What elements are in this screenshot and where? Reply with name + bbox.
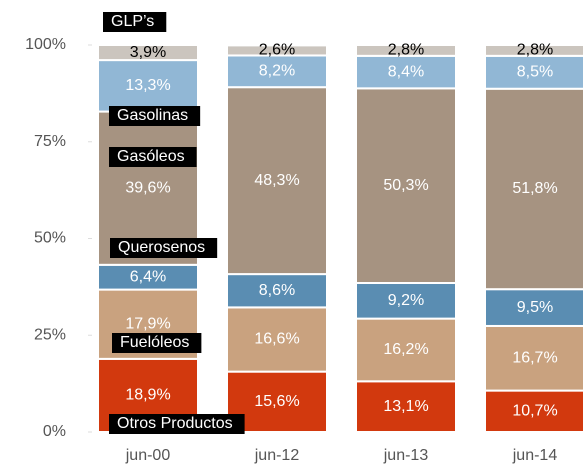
value-label: 8,2% [259, 63, 295, 80]
value-label: 51,8% [512, 180, 557, 197]
value-label: 15,6% [254, 393, 299, 410]
legend-label: GLP’s [111, 13, 154, 30]
value-label: 13,3% [125, 77, 170, 94]
series-name-box [109, 106, 201, 126]
value-label: 16,7% [512, 349, 557, 366]
y-tick-label: 75% [34, 133, 66, 150]
value-label: 3,9% [130, 44, 166, 61]
x-tick-label: jun-00 [125, 447, 171, 464]
value-label: 18,9% [125, 387, 170, 404]
series-name-box [109, 414, 245, 434]
bar-segment [226, 273, 328, 309]
legend-label: Gasóleos [117, 148, 185, 165]
value-label: 16,6% [254, 331, 299, 348]
bar-segment [226, 44, 328, 57]
bar-segment [97, 44, 199, 62]
bar-segment [355, 282, 457, 320]
value-label: 9,2% [388, 292, 424, 309]
bar-segment [484, 324, 583, 392]
value-label: 9,5% [517, 299, 553, 316]
x-tick-label: jun-12 [254, 447, 300, 464]
value-label: 50,3% [383, 177, 428, 194]
bar-segment [355, 87, 457, 285]
value-label: 48,3% [254, 172, 299, 189]
y-tick-label: 25% [34, 326, 66, 343]
bar-segment [226, 54, 328, 89]
value-label: 8,5% [517, 64, 553, 81]
legend-label: Fuelóleos [120, 334, 189, 351]
series-name-box [103, 12, 167, 32]
y-tick-label: 50% [34, 230, 66, 247]
value-label: 13,1% [383, 398, 428, 415]
value-label: 17,9% [125, 315, 170, 332]
value-label: 6,4% [130, 268, 166, 285]
bar-segment [355, 44, 457, 57]
series-name-box [110, 238, 218, 258]
y-tick-label: 0% [43, 423, 66, 440]
legend-label: Otros Productos [117, 415, 233, 432]
bar-segment [484, 389, 583, 434]
series-name-box [112, 333, 202, 353]
value-label: 8,6% [259, 282, 295, 299]
bar-segment [484, 54, 583, 90]
legend-label: Gasolinas [117, 107, 188, 124]
bar-segment [355, 380, 457, 434]
y-tick-label: 100% [25, 36, 66, 53]
value-label: 16,2% [383, 341, 428, 358]
value-label: 2,6% [259, 42, 295, 59]
bar-segment [355, 54, 457, 90]
x-tick-label: jun-13 [383, 447, 429, 464]
bar-segment [484, 44, 583, 57]
x-tick-label: jun-14 [512, 447, 558, 464]
bar-segment [226, 86, 328, 276]
value-label: 39,6% [125, 179, 170, 196]
series-name-box [109, 147, 197, 167]
value-label: 10,7% [512, 403, 557, 420]
value-label: 2,8% [388, 42, 424, 59]
value-label: 8,4% [388, 63, 424, 80]
legend-label: Querosenos [118, 239, 205, 256]
bar-segment [484, 288, 583, 327]
value-label: 2,8% [517, 42, 553, 59]
